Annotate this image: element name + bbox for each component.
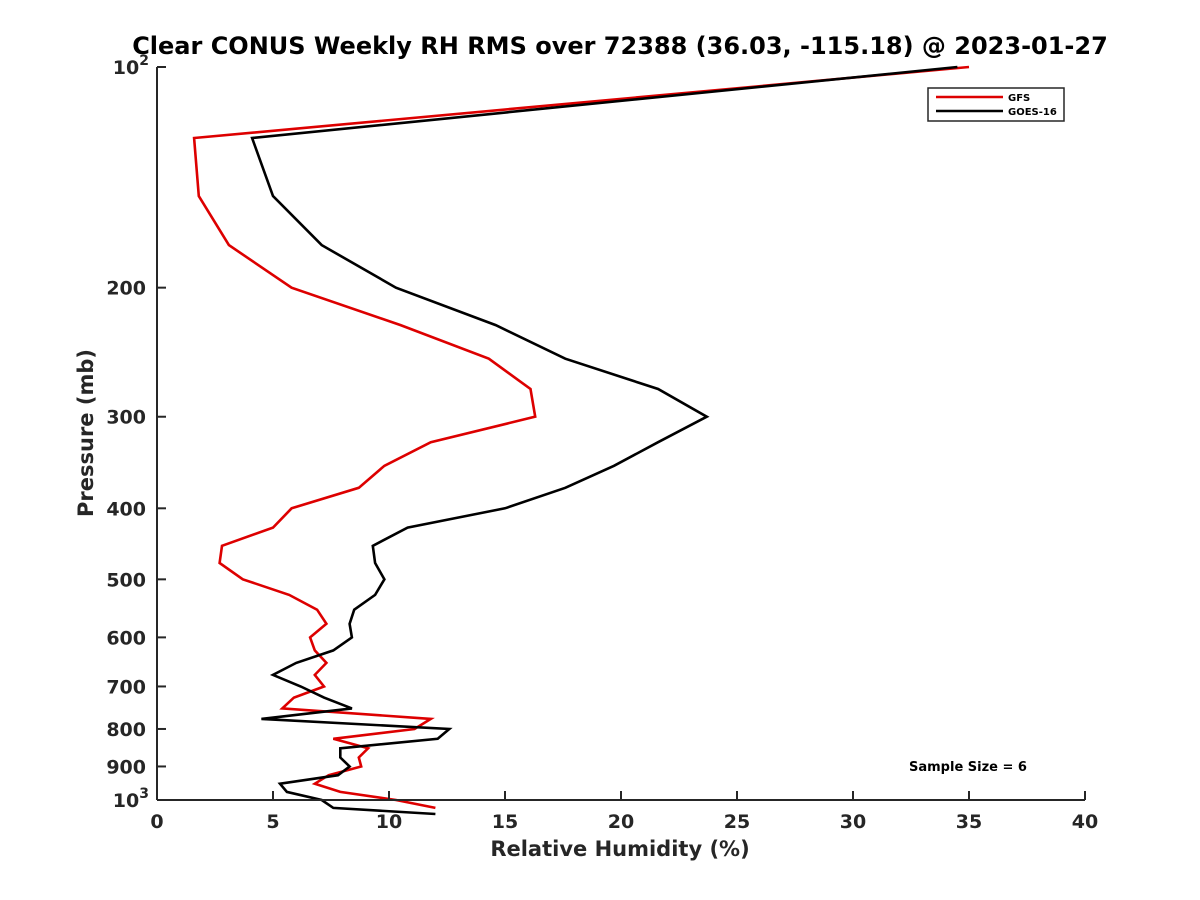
y-tick-label: 200 [106, 278, 146, 300]
x-tick-label: 10 [376, 811, 402, 833]
series-line-goes-16 [250, 65, 958, 816]
x-tick-label: 15 [492, 811, 518, 833]
x-tick-label: 5 [266, 811, 279, 833]
legend-box [927, 87, 1065, 122]
y-tick-label: 800 [106, 719, 146, 741]
x-axis-label: Relative Humidity (%) [490, 837, 749, 861]
x-tick-label: 0 [150, 811, 163, 833]
x-tick-label: 25 [724, 811, 750, 833]
x-tick-label: 40 [1072, 811, 1098, 833]
y-tick-label: 400 [106, 498, 146, 520]
x-tick-label: 30 [840, 811, 866, 833]
chart-title: Clear CONUS Weekly RH RMS over 72388 (36… [132, 32, 1108, 60]
plot-lines [192, 65, 970, 816]
y-tick-label: 700 [106, 676, 146, 698]
x-tick-label: 35 [956, 811, 982, 833]
y-tick-label: 900 [106, 756, 146, 778]
legend-entry: GFS [1008, 93, 1030, 104]
x-axis: 0 5 10 15 20 25 30 35 40 [150, 791, 1098, 833]
y-tick-label: 300 [106, 407, 146, 429]
y-tick-label: 103 [113, 786, 149, 812]
y-tick-label: 500 [106, 569, 146, 591]
sample-size-annotation: Sample Size = 6 [909, 760, 1027, 775]
legend: GFS GOES-16 [927, 87, 1065, 122]
y-axis-label: Pressure (mb) [74, 349, 98, 517]
x-tick-label: 20 [608, 811, 634, 833]
legend-entry: GOES-16 [1008, 107, 1057, 118]
y-tick-label: 600 [106, 627, 146, 649]
series-line-gfs [192, 65, 970, 810]
y-axis: 102 200 300 400 500 600 700 800 900 103 [106, 53, 166, 812]
y-tick-label: 102 [113, 53, 149, 79]
